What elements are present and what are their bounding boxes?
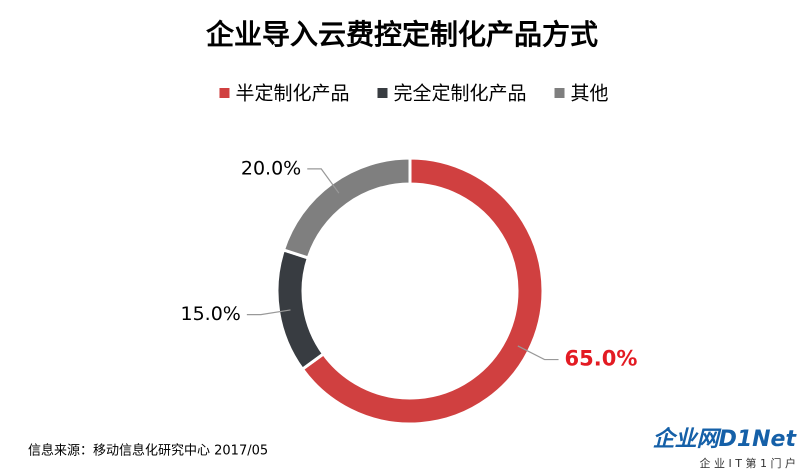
value-label: 65.0% bbox=[565, 347, 638, 371]
source-note: 信息来源：移动信息化研究中心 2017/05 bbox=[28, 443, 268, 459]
value-label: 15.0% bbox=[180, 303, 240, 325]
legend-swatch bbox=[219, 88, 230, 98]
donut-segment bbox=[300, 156, 545, 426]
logo-subtitle: 企 业 I T 第 1 门 户 bbox=[700, 456, 796, 470]
value-label: 20.0% bbox=[241, 157, 301, 179]
leader-line bbox=[246, 309, 291, 316]
leader-line bbox=[307, 168, 340, 194]
chart-title: 企业导入云费控定制化产品方式 bbox=[206, 18, 598, 51]
logo-title: 企业网D1Net bbox=[653, 426, 798, 452]
donut-segment bbox=[281, 156, 412, 260]
legend-swatch bbox=[554, 88, 565, 98]
donut-segment bbox=[275, 248, 326, 372]
legend-label: 半定制化产品 bbox=[235, 83, 349, 105]
legend-label: 完全定制化产品 bbox=[393, 83, 526, 105]
leader-line bbox=[517, 345, 559, 361]
legend-swatch bbox=[377, 88, 388, 98]
legend-label: 其他 bbox=[571, 83, 609, 105]
